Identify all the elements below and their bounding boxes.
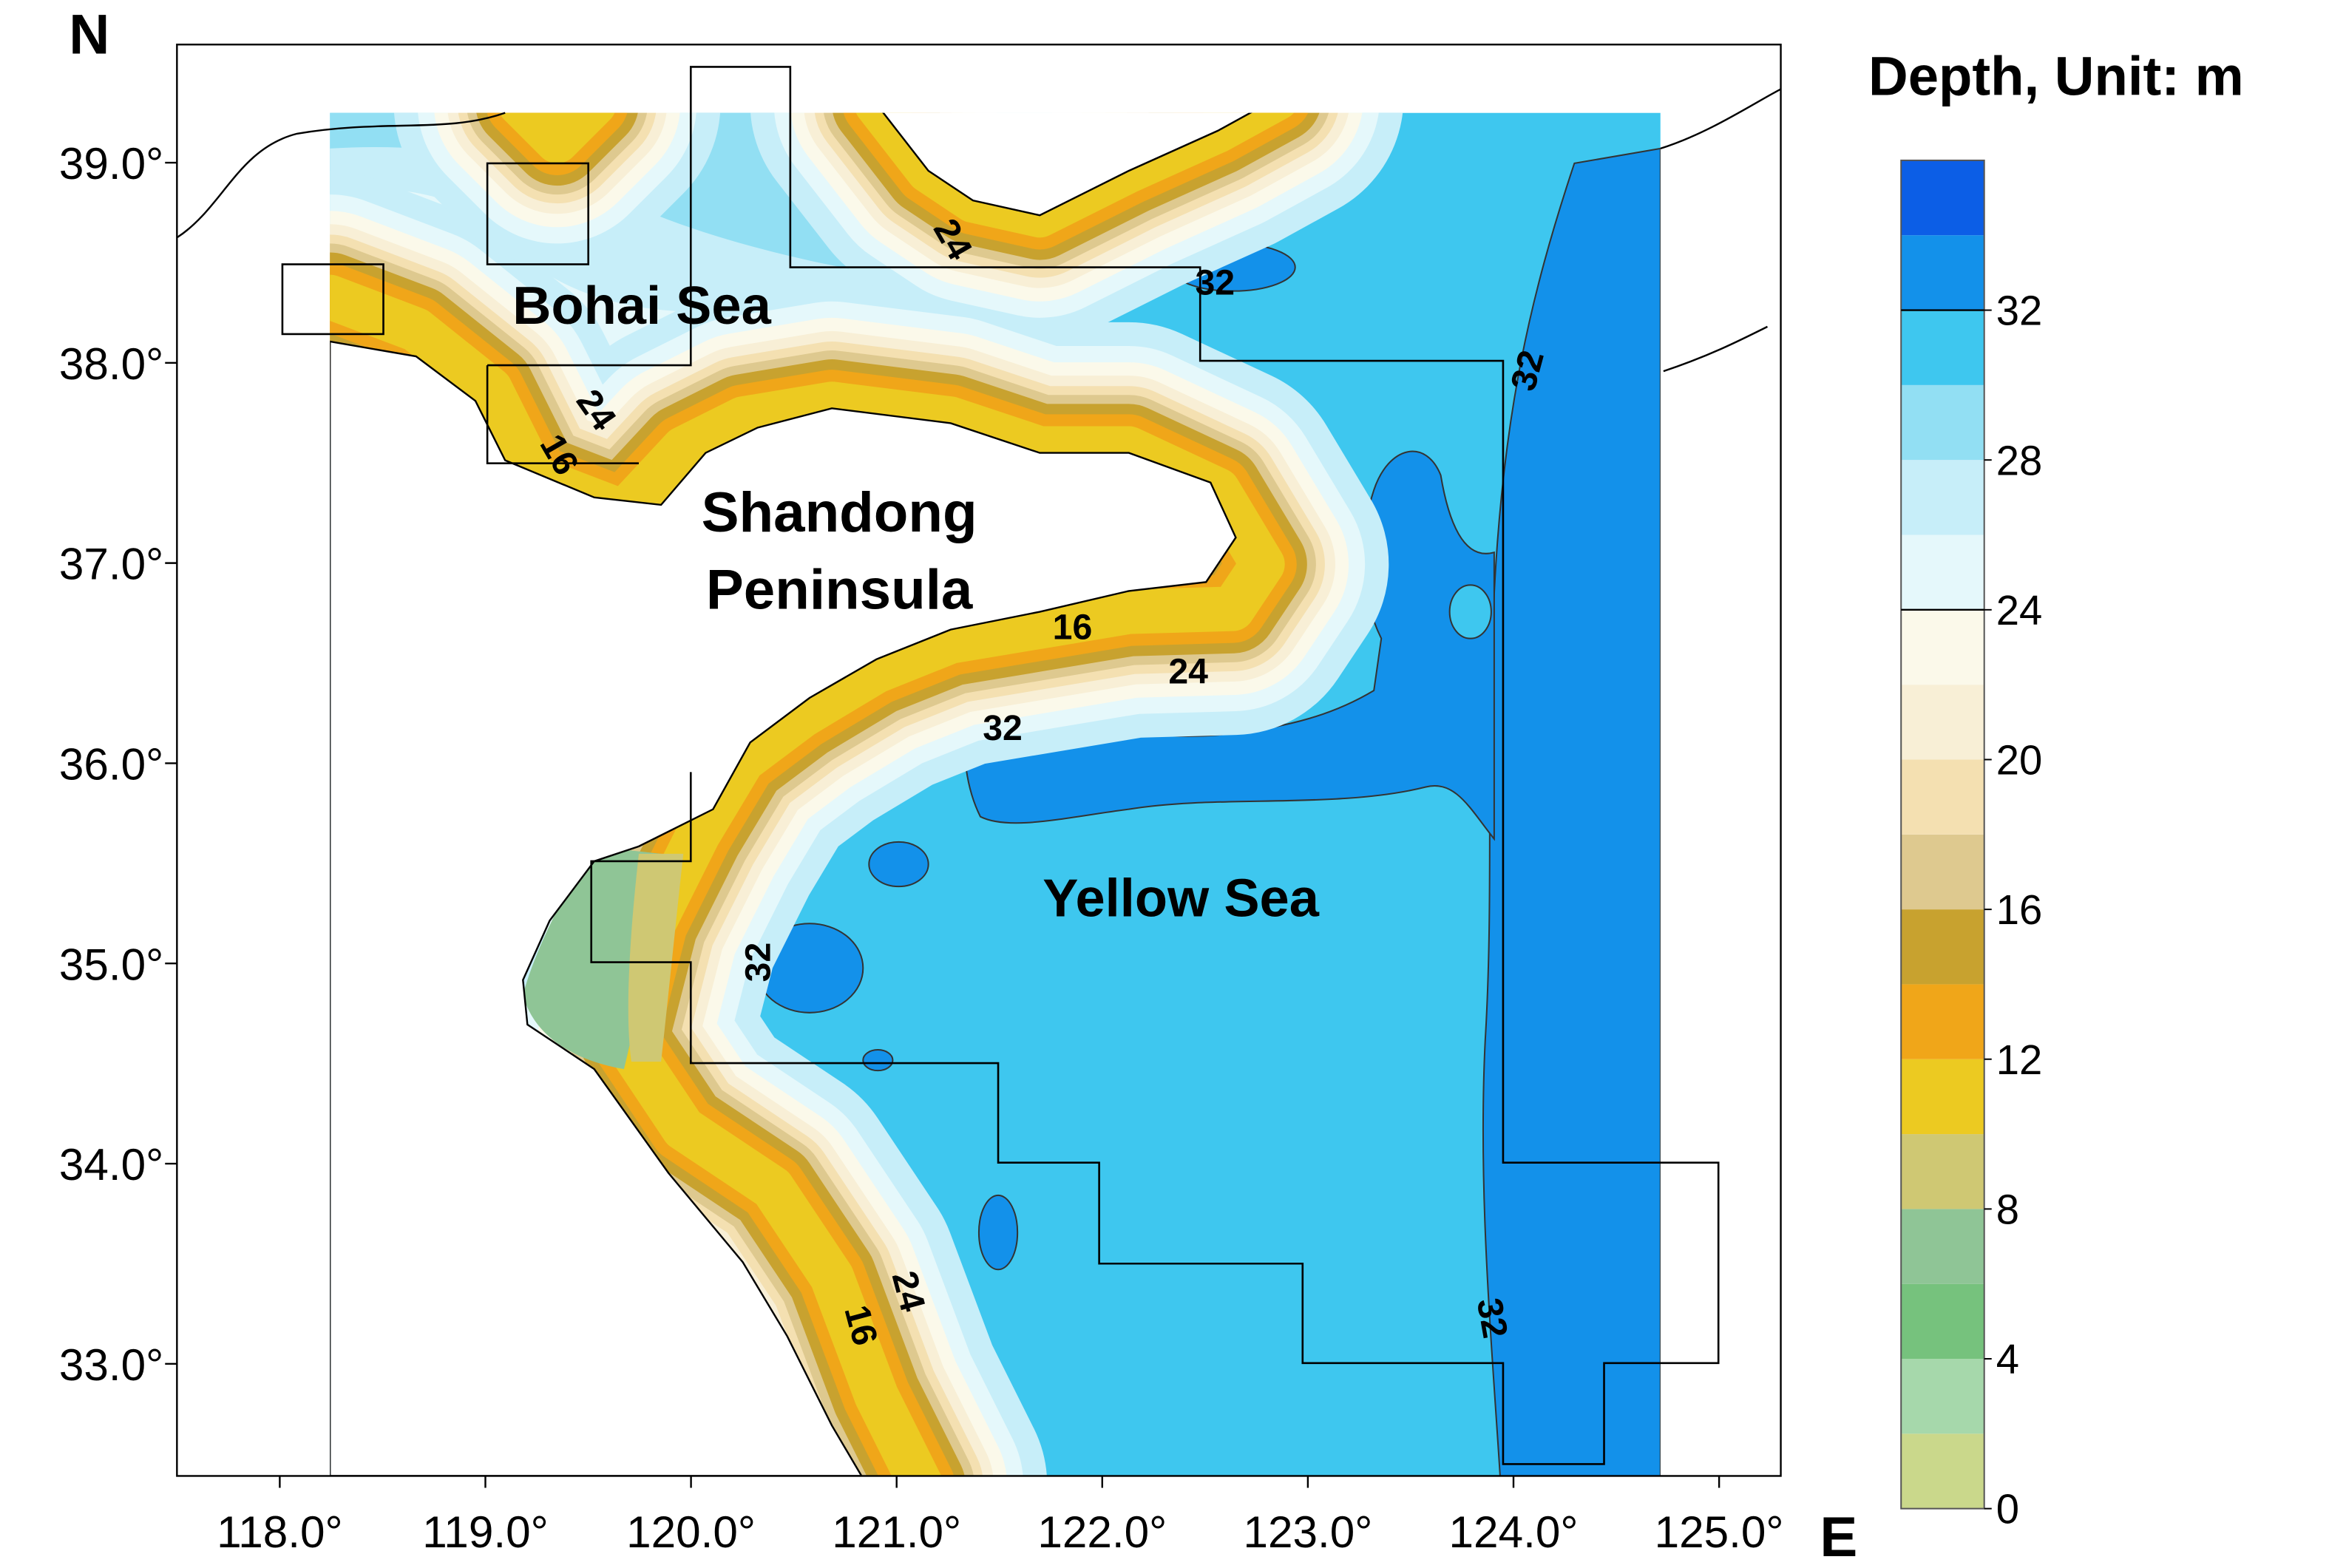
x-tick-label: 124.0° bbox=[1449, 1507, 1579, 1557]
colorbar-tick-label: 8 bbox=[1996, 1186, 2019, 1232]
colorbar-band bbox=[1901, 984, 1984, 1059]
colorbar-tick-label: 16 bbox=[1996, 886, 2043, 933]
x-tick-label: 121.0° bbox=[832, 1507, 961, 1557]
x-tick-label: 118.0° bbox=[217, 1507, 342, 1557]
generated: 118.0° 119.0° 120.0° 121.0° 122.0° 123.0° 124.… bbox=[59, 138, 2042, 1557]
contour-label: 32 bbox=[1503, 346, 1552, 395]
colorbar-band bbox=[1901, 909, 1984, 985]
contour-label: 16 bbox=[1053, 607, 1093, 647]
x-tick-label: 123.0° bbox=[1243, 1507, 1372, 1557]
colorbar-band bbox=[1901, 384, 1984, 461]
y-tick-label: 35.0° bbox=[59, 939, 163, 989]
contour-label: 32 bbox=[1469, 1295, 1515, 1341]
land bbox=[330, 340, 1237, 1476]
colorbar-band bbox=[1901, 1359, 1984, 1434]
region-label: Peninsula bbox=[706, 558, 973, 621]
colorbar-tick-label: 24 bbox=[1996, 587, 2043, 634]
colorbar-tick-label: 32 bbox=[1996, 288, 2043, 334]
colorbar-band bbox=[1901, 310, 1984, 385]
region-label: Bohai Sea bbox=[512, 276, 771, 336]
colorbar-band bbox=[1901, 759, 1984, 835]
contour-label: 24 bbox=[1168, 652, 1208, 692]
y-tick-label: 38.0° bbox=[59, 339, 163, 389]
x-tick-label: 120.0° bbox=[626, 1507, 756, 1557]
colorbar-band bbox=[1901, 1433, 1984, 1509]
y-tick-label: 34.0° bbox=[59, 1139, 163, 1189]
colorbar-tick-label: 12 bbox=[1996, 1036, 2043, 1083]
coastline bbox=[176, 112, 506, 239]
depth-band bbox=[499, 112, 615, 163]
colorbar-band bbox=[1901, 160, 1984, 236]
colorbar-band bbox=[1901, 534, 1984, 610]
colorbar-band bbox=[1901, 1209, 1984, 1284]
colorbar-band bbox=[1901, 460, 1984, 535]
x-tick-label: 122.0° bbox=[1037, 1507, 1167, 1557]
depth-fill bbox=[628, 853, 684, 1062]
colorbar-tick-label: 28 bbox=[1996, 437, 2043, 483]
colorbar-band bbox=[1901, 609, 1984, 685]
colorbar-frame bbox=[1900, 159, 1985, 1510]
depth-fill bbox=[1448, 584, 1492, 639]
colorbar-tick-label: 20 bbox=[1996, 737, 2043, 784]
boundary bbox=[486, 162, 589, 265]
land bbox=[882, 112, 1252, 217]
colorbar-band bbox=[1901, 685, 1984, 760]
colorbar-tick-label: 4 bbox=[1996, 1336, 2019, 1382]
boundary bbox=[281, 263, 384, 336]
map-frame bbox=[176, 44, 1782, 1477]
colorbar-title: Depth, Unit: m bbox=[1868, 46, 2244, 107]
depth-fill bbox=[868, 841, 929, 888]
east-label: E bbox=[1820, 1506, 1857, 1568]
colorbar-band bbox=[1901, 235, 1984, 310]
domain-boundaries bbox=[281, 66, 1720, 1465]
depth-fill bbox=[862, 1049, 894, 1072]
boundary bbox=[487, 66, 1720, 1465]
depth-field bbox=[330, 112, 1661, 1476]
boundary bbox=[486, 365, 639, 464]
coastline bbox=[1660, 88, 1782, 373]
north-label: N bbox=[69, 3, 109, 66]
x-tick-label: 125.0° bbox=[1655, 1507, 1784, 1557]
contour-label: 32 bbox=[983, 708, 1023, 748]
region-label: Yellow Sea bbox=[1043, 869, 1320, 928]
contour-label: 32 bbox=[738, 943, 778, 982]
colorbar-band bbox=[1901, 1059, 1984, 1135]
colorbar-tick-label: 0 bbox=[1996, 1486, 2019, 1533]
y-tick-label: 36.0° bbox=[59, 739, 163, 790]
depth-band bbox=[330, 274, 1285, 1476]
region-label: Shandong bbox=[702, 481, 977, 544]
colorbar-band bbox=[1901, 1134, 1984, 1209]
colorbar-band bbox=[1901, 834, 1984, 910]
x-tick-label: 119.0° bbox=[422, 1507, 548, 1557]
y-tick-label: 33.0° bbox=[59, 1340, 163, 1390]
contour-label: 32 bbox=[1195, 262, 1235, 302]
depth-fill bbox=[977, 1194, 1019, 1271]
y-tick-label: 37.0° bbox=[59, 539, 163, 589]
y-tick-label: 39.0° bbox=[59, 138, 163, 189]
colorbar-band bbox=[1901, 1283, 1984, 1360]
